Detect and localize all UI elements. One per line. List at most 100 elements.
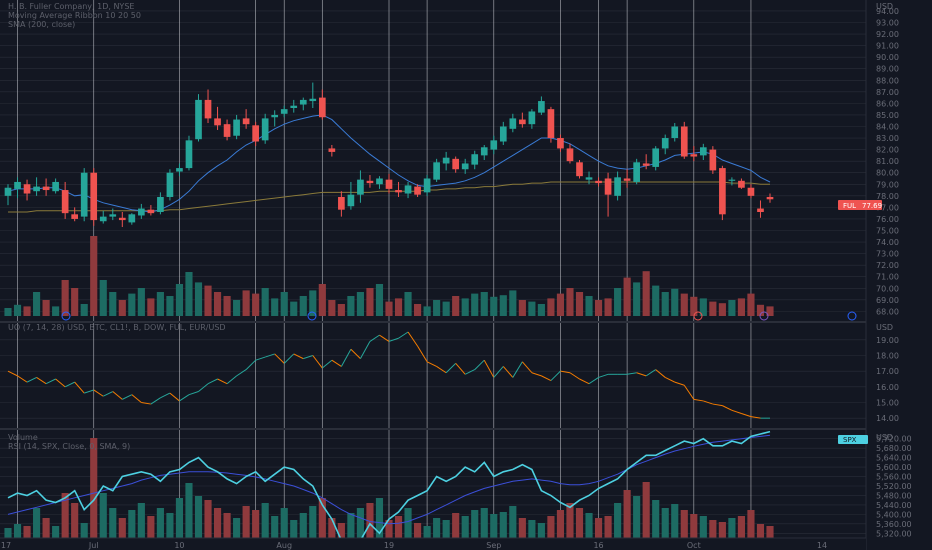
price-tick-label: 82.00 [876,146,899,155]
volume-bar [661,508,669,538]
time-axis[interactable] [0,538,866,550]
indicator-segment [93,389,104,397]
candle-body [709,149,717,171]
volume-bar [766,306,774,316]
volume-bar [575,508,584,538]
price-tick-label: 92.00 [876,30,899,39]
indicator-segment [636,372,647,377]
indicator-segment [207,378,218,385]
candle-body [461,163,469,170]
currency-label-indicator[interactable]: USD [876,323,893,332]
indicator-segment [407,331,418,347]
candle-body [233,119,240,136]
indicator-segment [198,383,209,392]
volume-bar [594,300,603,316]
rsi-tick-label: 5,600.00 [876,463,912,472]
indicator-segment [245,359,257,370]
spx-badge-box [838,435,868,444]
candle-body [118,217,126,221]
volume-bar [585,296,593,316]
candle-body [652,148,660,167]
volume-bar [528,301,536,316]
volume-bar [737,298,745,316]
candle-body [4,187,12,196]
price-tick-label: 94.00 [876,7,899,16]
price-tick-label: 78.00 [876,192,899,201]
price-tick-label: 79.00 [876,180,899,189]
currency-label-rsi[interactable]: USD [876,433,893,442]
indicator-segment [512,361,523,378]
volume-bar [623,490,631,538]
volume-bar [137,288,145,316]
indicator-segment [369,334,380,342]
candle-body [452,158,460,170]
volume-bar [394,298,403,316]
candle-body [223,124,231,137]
volume-bar [452,296,460,316]
price-axis[interactable] [866,0,932,550]
volume-bar [52,526,60,538]
candle-body [499,126,507,142]
indicator-segment [674,381,685,386]
indicator-segment [265,353,275,358]
candle-body [290,105,298,108]
price-tick-label: 91.00 [876,42,899,51]
price-tick-label: 74.00 [876,238,899,247]
time-tick-label: 14 [817,541,827,550]
volume-bar [566,503,574,538]
volume-bar [13,524,22,538]
volume-bar [652,500,660,538]
volume-bar [518,300,526,316]
volume-bar [280,292,288,316]
event-marker-icon[interactable] [847,311,857,321]
sma-legend[interactable]: SMA (200, close) [8,20,75,29]
volume-bar [480,292,488,316]
volume-bar [433,300,441,316]
event-marker-icon[interactable] [693,311,703,321]
volume-bar [23,306,31,316]
candle-body [138,208,145,216]
volume-bar [61,280,69,316]
event-marker-icon[interactable] [759,311,769,321]
candle-body [52,181,59,192]
candle-body [261,118,269,141]
volume-bar [528,520,536,538]
volume-bar [661,292,669,316]
rsi-legend[interactable]: RSI (14, SPX, Close, 0, SMA, 9) [8,442,130,451]
volume-bar [556,293,565,316]
volume-bar [709,301,717,316]
indicator-segment [588,377,599,385]
indicator-legend[interactable]: UO (7, 14, 28) USD, BTC, CL1!, B, DOW, F… [8,323,226,332]
event-marker-icon[interactable] [307,311,317,321]
candle-body [423,178,431,193]
volume-bar [585,513,593,538]
price-badge-value: 77.69 [862,202,882,210]
event-marker-icon[interactable] [61,311,71,321]
volume-bar [623,277,631,316]
indicator-segment [722,405,733,411]
candle-body [280,109,288,114]
currency-label-price[interactable]: USD [876,2,893,11]
candle-body [357,179,364,195]
indicator-segment [112,391,123,400]
volume-legend[interactable]: Volume [8,433,38,442]
candle-body [528,111,536,125]
volume-bar [642,271,650,316]
candle-body [671,126,679,139]
volume-bar [242,290,250,316]
ma-ribbon-legend[interactable]: Moving Average Ribbon 10 20 50 [8,11,141,20]
volume-bar [394,516,403,538]
candle-body [71,214,79,219]
volume-bar [385,520,393,538]
indicator-segment [579,378,590,385]
volume-bar [490,514,498,538]
volume-bar [137,503,145,538]
time-tick-label: 16 [593,541,603,550]
symbol-title[interactable]: H. B. Fuller Company, 1D, NYSE [8,2,134,11]
indicator-segment [283,353,295,364]
volume-bar [33,292,41,316]
price-tick-label: 89.00 [876,65,899,74]
candle-body [585,177,593,180]
volume-bar [194,496,203,538]
indicator-segment [464,369,475,375]
